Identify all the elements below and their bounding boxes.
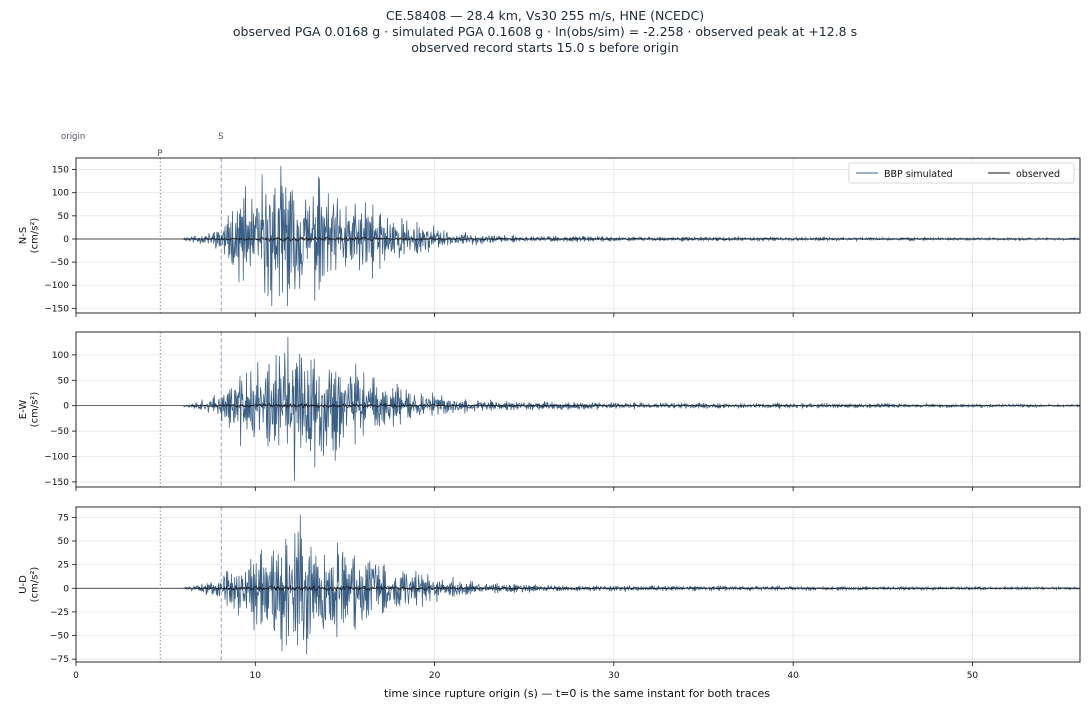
y-tick-label: 0: [63, 402, 69, 412]
origin-marker-label: origin: [61, 132, 85, 142]
x-tick-label: 30: [608, 671, 620, 681]
x-tick-label: 50: [967, 671, 979, 681]
y-tick-label: −100: [44, 281, 69, 291]
north-south-axes-frame: [75, 157, 1081, 314]
x-tick-label: 0: [73, 671, 79, 681]
observed-trace: [183, 402, 1080, 409]
east-west-y-ticks: −150 −100 −50 0 50 100: [44, 351, 76, 488]
y-tick-label: 50: [58, 376, 70, 386]
chart-legend: BBP simulated observed: [848, 162, 1075, 184]
y-tick-label: 150: [52, 166, 69, 176]
east-west-axes-frame: [75, 331, 1081, 488]
observed-trace: [183, 585, 1080, 592]
phase-marker-labels: origin P S: [61, 132, 224, 159]
legend-label-simulated: BBP simulated: [884, 169, 953, 180]
title-line-3: observed record starts 15.0 s before ori…: [411, 40, 679, 55]
x-tick-label: 20: [429, 671, 441, 681]
panel-north-south: −150 −100 −50 0 50 100 150 N-S(cm/s²): [18, 157, 1081, 317]
legend-box: [848, 162, 1075, 184]
north-south-y-ticks: −150 −100 −50 0 50 100 150: [44, 166, 76, 314]
y-tick-label: 50: [58, 537, 70, 547]
y-tick-label: 25: [58, 561, 69, 571]
north-south-y-axis-label: N-S(cm/s²): [18, 218, 41, 254]
y-tick-label: −50: [50, 258, 69, 268]
x-tick-label: 40: [787, 671, 799, 681]
y-tick-label: −25: [50, 608, 69, 618]
y-tick-label: 0: [63, 235, 69, 245]
east-west-y-axis-label: E-W(cm/s²): [18, 392, 41, 428]
simulated-trace: [183, 514, 1080, 655]
panel-up-down: −75 −50 −25 0 25 50 75 U-D(cm/s²): [18, 506, 1081, 666]
y-tick-label: −50: [50, 632, 69, 642]
up-down-axes-frame: [75, 506, 1081, 663]
up-down-y-ticks: −75 −50 −25 0 25 50 75: [50, 513, 76, 665]
y-tick-label: 100: [52, 189, 69, 199]
y-tick-label: −50: [50, 427, 69, 437]
title-line-1: CE.58408 — 28.4 km, Vs30 255 m/s, HNE (N…: [386, 8, 704, 23]
observed-trace: [183, 236, 1080, 242]
p-marker-label: P: [157, 149, 162, 159]
x-tick-label: 10: [250, 671, 262, 681]
y-tick-label: 0: [63, 584, 69, 594]
y-tick-label: −100: [44, 453, 69, 463]
legend-label-observed: observed: [1016, 169, 1060, 180]
title-line-2: observed PGA 0.0168 g · simulated PGA 0.…: [233, 24, 857, 39]
x-tick-labels: 0 10 20 30 40 50: [73, 671, 978, 681]
chart-title: CE.58408 — 28.4 km, Vs30 255 m/s, HNE (N…: [233, 8, 857, 55]
y-tick-label: −150: [44, 478, 69, 488]
up-down-gridlines: [76, 507, 1080, 662]
y-tick-label: −75: [50, 655, 69, 665]
y-tick-label: 75: [58, 513, 69, 523]
panel-east-west: −150 −100 −50 0 50 100 E-W(cm/s²): [18, 331, 1081, 491]
y-tick-label: 50: [58, 212, 70, 222]
x-axis-label: time since rupture origin (s) — t=0 is t…: [384, 687, 770, 700]
y-tick-label: −150: [44, 304, 69, 314]
s-marker-label: S: [218, 132, 223, 142]
up-down-y-axis-label: U-D(cm/s²): [18, 567, 41, 603]
y-tick-label: 100: [52, 351, 69, 361]
